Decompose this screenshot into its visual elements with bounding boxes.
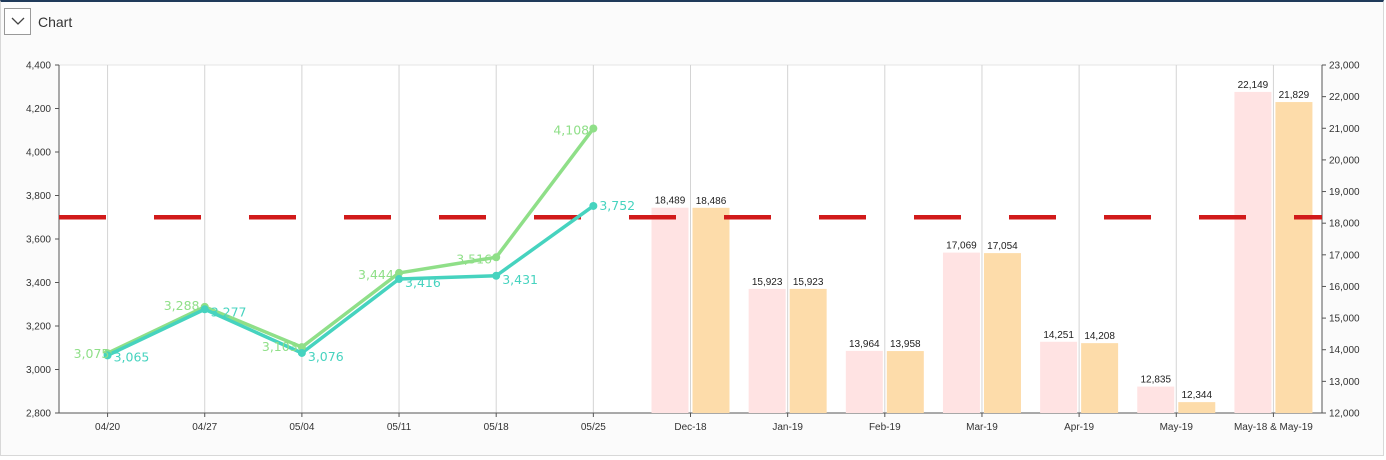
bar — [789, 288, 827, 413]
line-data-label: 3,416 — [405, 275, 441, 290]
x-tick-label: 04/20 — [95, 422, 120, 433]
bar-data-label: 12,835 — [1140, 375, 1171, 386]
bar-data-label: 17,054 — [987, 241, 1018, 252]
x-tick-label: Jan-19 — [772, 422, 803, 433]
line-data-label: 3,076 — [308, 349, 344, 364]
bar — [942, 252, 980, 413]
right-tick-label: 21,000 — [1329, 124, 1360, 135]
x-tick-label: 04/27 — [192, 422, 217, 433]
line-data-label: 3,431 — [502, 272, 538, 287]
line-point — [395, 268, 404, 277]
line-point — [103, 351, 112, 360]
left-tick-label: 4,200 — [26, 104, 51, 115]
line-point — [492, 253, 501, 262]
right-tick-label: 23,000 — [1329, 61, 1360, 72]
line-series — [106, 204, 595, 357]
left-tick-label: 3,400 — [26, 278, 51, 289]
x-tick-label: Feb-19 — [869, 422, 901, 433]
right-tick-label: 15,000 — [1329, 314, 1360, 325]
bar-data-label: 18,489 — [655, 196, 686, 207]
left-tick-label: 4,000 — [26, 148, 51, 159]
x-tick-label: Mar-19 — [966, 422, 998, 433]
left-tick-label: 3,000 — [26, 365, 51, 376]
bar — [1040, 341, 1078, 413]
bar — [983, 253, 1021, 413]
x-tick-label: May-18 & May-19 — [1234, 422, 1313, 433]
bar — [748, 288, 786, 413]
bar-data-label: 21,829 — [1279, 90, 1310, 101]
bar-data-label: 14,208 — [1084, 331, 1115, 342]
bar — [886, 351, 924, 413]
x-tick-label: Apr-19 — [1064, 422, 1094, 433]
left-tick-label: 2,800 — [26, 409, 51, 420]
line-data-label: 3,075 — [74, 346, 110, 361]
line-point — [200, 305, 209, 314]
bar — [692, 207, 730, 413]
line-point — [492, 271, 501, 280]
bar-data-label: 18,486 — [696, 196, 727, 207]
bar-data-label: 15,923 — [793, 277, 824, 288]
bar-data-label: 22,149 — [1238, 80, 1269, 91]
right-tick-label: 17,000 — [1329, 250, 1360, 261]
left-tick-label: 3,800 — [26, 191, 51, 202]
line-point — [589, 201, 598, 210]
bar — [1081, 343, 1119, 413]
chevron-down-icon — [11, 17, 24, 25]
line-data-label: 3,277 — [211, 304, 247, 319]
bar-data-label: 17,069 — [946, 241, 977, 252]
bar-data-label: 13,964 — [849, 339, 880, 350]
collapse-toggle-button[interactable] — [4, 8, 31, 35]
right-tick-label: 12,000 — [1329, 409, 1360, 420]
line-data-label: 3,752 — [599, 198, 635, 213]
x-tick-label: 05/18 — [484, 422, 509, 433]
bar-data-label: 13,958 — [890, 339, 921, 350]
bar-data-label: 15,923 — [752, 277, 783, 288]
left-tick-label: 3,200 — [26, 322, 51, 333]
line-point — [297, 348, 306, 357]
line-data-label: 3,516 — [456, 251, 492, 266]
line-series — [106, 127, 595, 355]
bar — [1275, 102, 1313, 414]
bar — [1234, 91, 1272, 413]
bar — [1178, 402, 1216, 413]
bar — [651, 207, 689, 413]
bar-data-label: 12,344 — [1181, 390, 1212, 401]
right-tick-label: 19,000 — [1329, 187, 1360, 198]
bar — [1137, 386, 1175, 413]
left-tick-label: 4,400 — [26, 61, 51, 72]
line-data-label: 4,108 — [553, 123, 589, 138]
x-tick-label: 05/04 — [289, 422, 314, 433]
right-tick-label: 18,000 — [1329, 219, 1360, 230]
line-point — [395, 275, 404, 284]
right-tick-label: 14,000 — [1329, 345, 1360, 356]
right-tick-label: 13,000 — [1329, 377, 1360, 388]
right-tick-label: 22,000 — [1329, 92, 1360, 103]
bar-data-label: 14,251 — [1043, 330, 1074, 341]
combo-chart: 2,800 3,000 3,200 3,400 3,600 3,800 4,000 4,200… — [26, 61, 1360, 434]
line-data-label: 3,444 — [358, 267, 394, 282]
x-tick-label: 05/25 — [581, 422, 606, 433]
line-data-label: 3,065 — [114, 349, 150, 364]
x-tick-label: Dec-18 — [674, 422, 707, 433]
x-tick-label: 05/11 — [387, 422, 412, 433]
line-data-label: 3,103 — [262, 339, 298, 354]
right-tick-label: 20,000 — [1329, 155, 1360, 166]
line-point — [589, 124, 598, 133]
x-tick-label: May-19 — [1160, 422, 1194, 433]
line-point — [297, 343, 306, 352]
line-data-label: 3,288 — [164, 298, 200, 313]
bar — [845, 350, 883, 413]
right-tick-label: 16,000 — [1329, 282, 1360, 293]
panel-title: Chart — [38, 14, 73, 30]
left-tick-label: 3,600 — [26, 235, 51, 246]
